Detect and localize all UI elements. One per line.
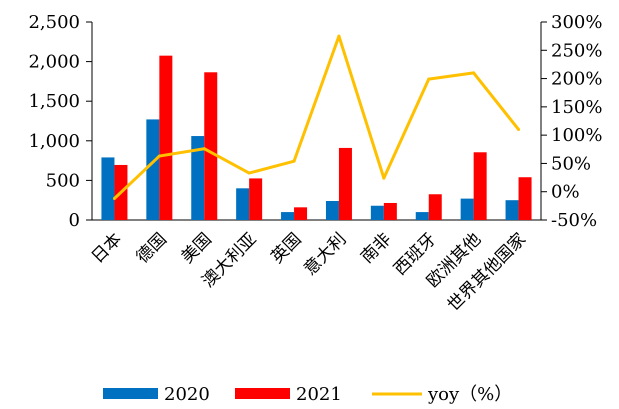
- legend-swatch-2020: [103, 388, 158, 399]
- yoy-point: [112, 197, 116, 201]
- bar-2020: [370, 205, 384, 220]
- bar-2021: [294, 207, 308, 220]
- legend-swatch-2021: [235, 388, 290, 399]
- bar-2020: [325, 200, 339, 220]
- right-axis: -50% 0% 50% 100% 150% 200% 250% 300%: [540, 12, 602, 231]
- category-label: 德国: [133, 229, 171, 267]
- category-label: 英国: [267, 229, 305, 267]
- bar-2020: [146, 119, 160, 220]
- yoy-point: [517, 127, 521, 131]
- category-label: 美国: [178, 229, 216, 267]
- right-axis-tick-label: 150%: [551, 97, 602, 118]
- left-axis-tick-label: 1,500: [28, 91, 80, 112]
- left-axis-tick-label: 1,000: [28, 131, 80, 152]
- yoy-point: [427, 77, 431, 81]
- right-axis-tick-label: -50%: [551, 210, 597, 231]
- legend-label-2020: 2020: [164, 384, 210, 405]
- yoy-point: [292, 159, 296, 163]
- left-axis-tick-label: 500: [46, 170, 80, 191]
- bar-2020: [236, 188, 250, 220]
- yoy-point: [247, 171, 251, 175]
- bar-2021: [338, 147, 352, 220]
- category-label: 日本: [88, 229, 126, 267]
- bar-2021: [518, 177, 532, 220]
- yoy-line: [112, 34, 521, 201]
- yoy-point: [382, 176, 386, 180]
- bar-2020: [505, 200, 519, 220]
- bar-2021: [204, 72, 218, 221]
- bar-2021: [428, 194, 442, 220]
- left-axis-tick-label: 2,000: [28, 52, 80, 73]
- yoy-point: [202, 147, 206, 151]
- right-axis-tick-label: 200%: [551, 69, 602, 90]
- bar-2020: [460, 198, 474, 220]
- bar-2021: [473, 152, 487, 220]
- bar-2020: [191, 136, 205, 220]
- bar-2021: [383, 202, 397, 220]
- bar-2020: [281, 212, 295, 220]
- yoy-point: [472, 71, 476, 75]
- right-axis-tick-label: 250%: [551, 40, 602, 61]
- left-axis-tick-label: 2,500: [28, 12, 80, 33]
- legend-label-2021: 2021: [296, 384, 342, 405]
- bar-2021: [159, 55, 173, 220]
- bars: [101, 55, 532, 221]
- legend: 2020 2021 yoy（%）: [103, 384, 512, 405]
- right-axis-tick-label: 50%: [551, 153, 591, 174]
- bar-2021: [249, 178, 263, 220]
- yoy-series-line: [113, 34, 520, 200]
- yoy-point: [157, 154, 161, 158]
- right-axis-tick-label: 0%: [551, 182, 580, 203]
- yoy-point: [337, 34, 341, 38]
- bar-2020: [415, 212, 429, 220]
- category-label: 南非: [357, 229, 395, 267]
- category-label: 意大利: [300, 229, 350, 279]
- bar-2020: [101, 157, 115, 220]
- right-axis-tick-label: 100%: [551, 125, 602, 146]
- right-axis-tick-label: 300%: [551, 12, 602, 33]
- legend-label-yoy: yoy（%）: [427, 384, 512, 405]
- left-axis-tick-label: 0: [69, 210, 80, 231]
